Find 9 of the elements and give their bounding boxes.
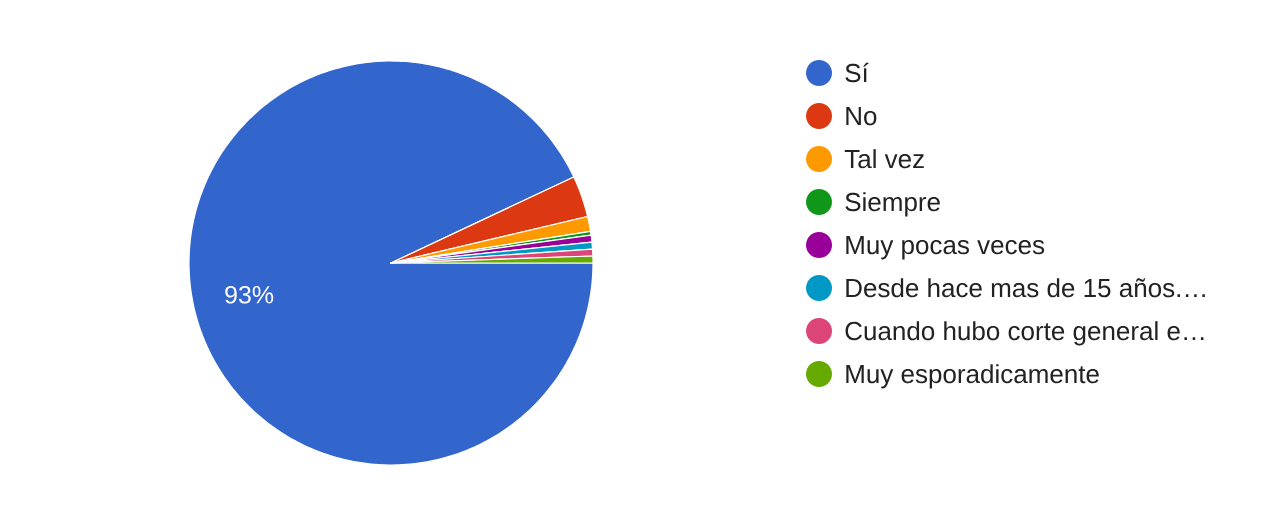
legend-label: Cuando hubo corte general e… <box>845 321 1204 346</box>
legend-label: Desde hace mas de 15 años.… <box>846 278 1205 298</box>
data-label: 93% <box>225 285 274 304</box>
legend-label: Tal vez <box>844 149 924 169</box>
legend-label: Sí <box>845 62 869 83</box>
legend-label: No <box>846 107 877 126</box>
legend-label: Siempre <box>845 192 940 217</box>
legend-label: Muy pocas veces <box>846 236 1045 260</box>
legend-label: Muy esporadicamente <box>846 364 1099 389</box>
